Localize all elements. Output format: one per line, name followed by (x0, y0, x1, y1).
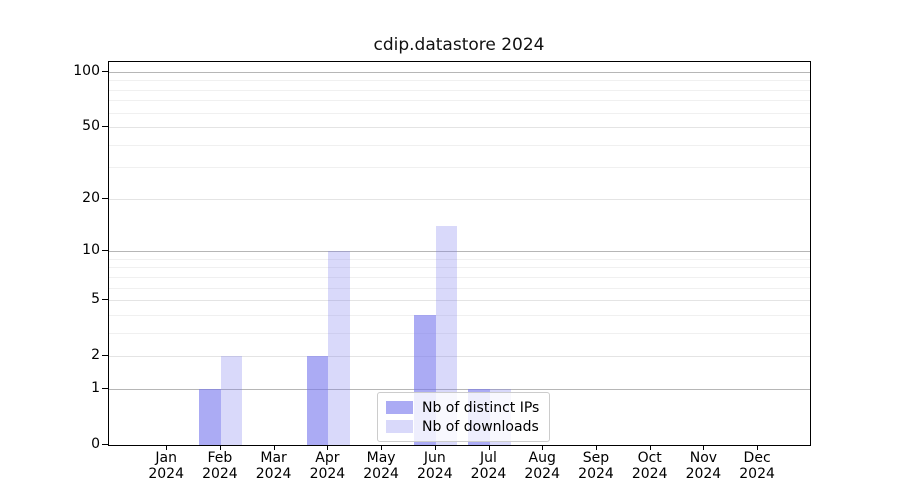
y-tick-2 (102, 355, 108, 357)
x-tick-label-mar: Mar 2024 (255, 450, 292, 482)
x-tick-jun (434, 445, 436, 450)
x-tick-aug (542, 445, 544, 450)
x-tick-label-feb: Feb 2024 (202, 450, 238, 482)
y-tick-50 (102, 126, 108, 128)
gridline-minor-8 (109, 267, 810, 269)
x-tick-sep (596, 445, 597, 450)
bar-downloads-feb (220, 356, 243, 445)
y-tick-10 (102, 250, 108, 252)
legend: Nb of distinct IPs Nb of downloads (377, 392, 551, 442)
y-tick-100 (102, 70, 108, 72)
y-tick-20 (102, 197, 108, 199)
bar-distinct-ips-feb (199, 388, 221, 445)
gridline-50 (109, 127, 810, 129)
y-tick-label-2: 2 (91, 347, 100, 364)
x-tick-dec (757, 445, 759, 450)
x-tick-mar (273, 445, 275, 450)
plot-area (108, 61, 811, 446)
x-tick-may (381, 445, 383, 450)
legend-label: Nb of distinct IPs (422, 399, 540, 416)
gridline-minor-70 (109, 100, 810, 102)
gridline-minor-90 (109, 80, 810, 82)
x-tick-label-nov: Nov 2024 (685, 450, 722, 482)
gridline-minor-60 (109, 112, 810, 114)
gridline-minor-7 (109, 276, 810, 278)
x-tick-label-sep: Sep 2024 (578, 450, 614, 482)
y-tick-label-1: 1 (91, 379, 100, 396)
gridline-100 (109, 71, 810, 73)
legend-label: Nb of downloads (422, 418, 539, 435)
x-tick-oct (649, 445, 651, 450)
y-tick-label-10: 10 (82, 242, 100, 259)
gridline-10 (109, 251, 810, 253)
gridline-minor-9 (109, 258, 810, 260)
y-tick-1 (102, 387, 108, 389)
x-tick-label-aug: Aug 2024 (524, 450, 560, 482)
x-tick-label-apr: Apr 2024 (309, 450, 346, 482)
legend-item-downloads: Nb of downloads (386, 417, 539, 436)
legend-swatch-downloads (386, 420, 413, 433)
legend-item-distinct-ips: Nb of distinct IPs (386, 398, 539, 417)
x-tick-label-jun: Jun 2024 (416, 450, 453, 482)
y-tick-label-50: 50 (82, 118, 100, 135)
bar-downloads-jun (435, 226, 458, 445)
y-tick-label-100: 100 (73, 62, 100, 79)
gridline-5 (109, 300, 810, 302)
x-tick-jan (166, 445, 168, 450)
x-tick-label-oct: Oct 2024 (631, 450, 668, 482)
gridline-minor-80 (109, 89, 810, 91)
bar-downloads-apr (328, 251, 350, 445)
x-tick-feb (219, 445, 221, 450)
gridline-minor-30 (109, 167, 810, 169)
x-tick-apr (327, 445, 329, 450)
bar-distinct-ips-apr (306, 356, 329, 445)
x-tick-label-jan: Jan 2024 (148, 450, 184, 482)
y-tick-label-5: 5 (91, 291, 100, 308)
x-tick-label-jul: Jul 2024 (470, 450, 507, 482)
legend-swatch-distinct-ips (386, 401, 413, 414)
x-tick-label-dec: Dec 2024 (739, 450, 775, 482)
gridline-minor-40 (109, 144, 810, 146)
gridline-minor-4 (109, 314, 810, 316)
y-tick-label-20: 20 (82, 189, 100, 206)
x-tick-nov (703, 445, 705, 450)
y-tick-label-0: 0 (91, 436, 100, 452)
y-tick-5 (102, 299, 108, 301)
x-tick-jul (488, 445, 490, 450)
chart-title: cdip.datastore 2024 (373, 35, 545, 55)
gridline-minor-3 (109, 332, 810, 334)
x-tick-label-may: May 2024 (363, 450, 399, 482)
gridline-minor-6 (109, 287, 810, 289)
y-tick-0 (102, 444, 108, 445)
gridline-1 (109, 388, 810, 390)
gridline-2 (109, 356, 810, 358)
gridline-20 (109, 198, 810, 200)
